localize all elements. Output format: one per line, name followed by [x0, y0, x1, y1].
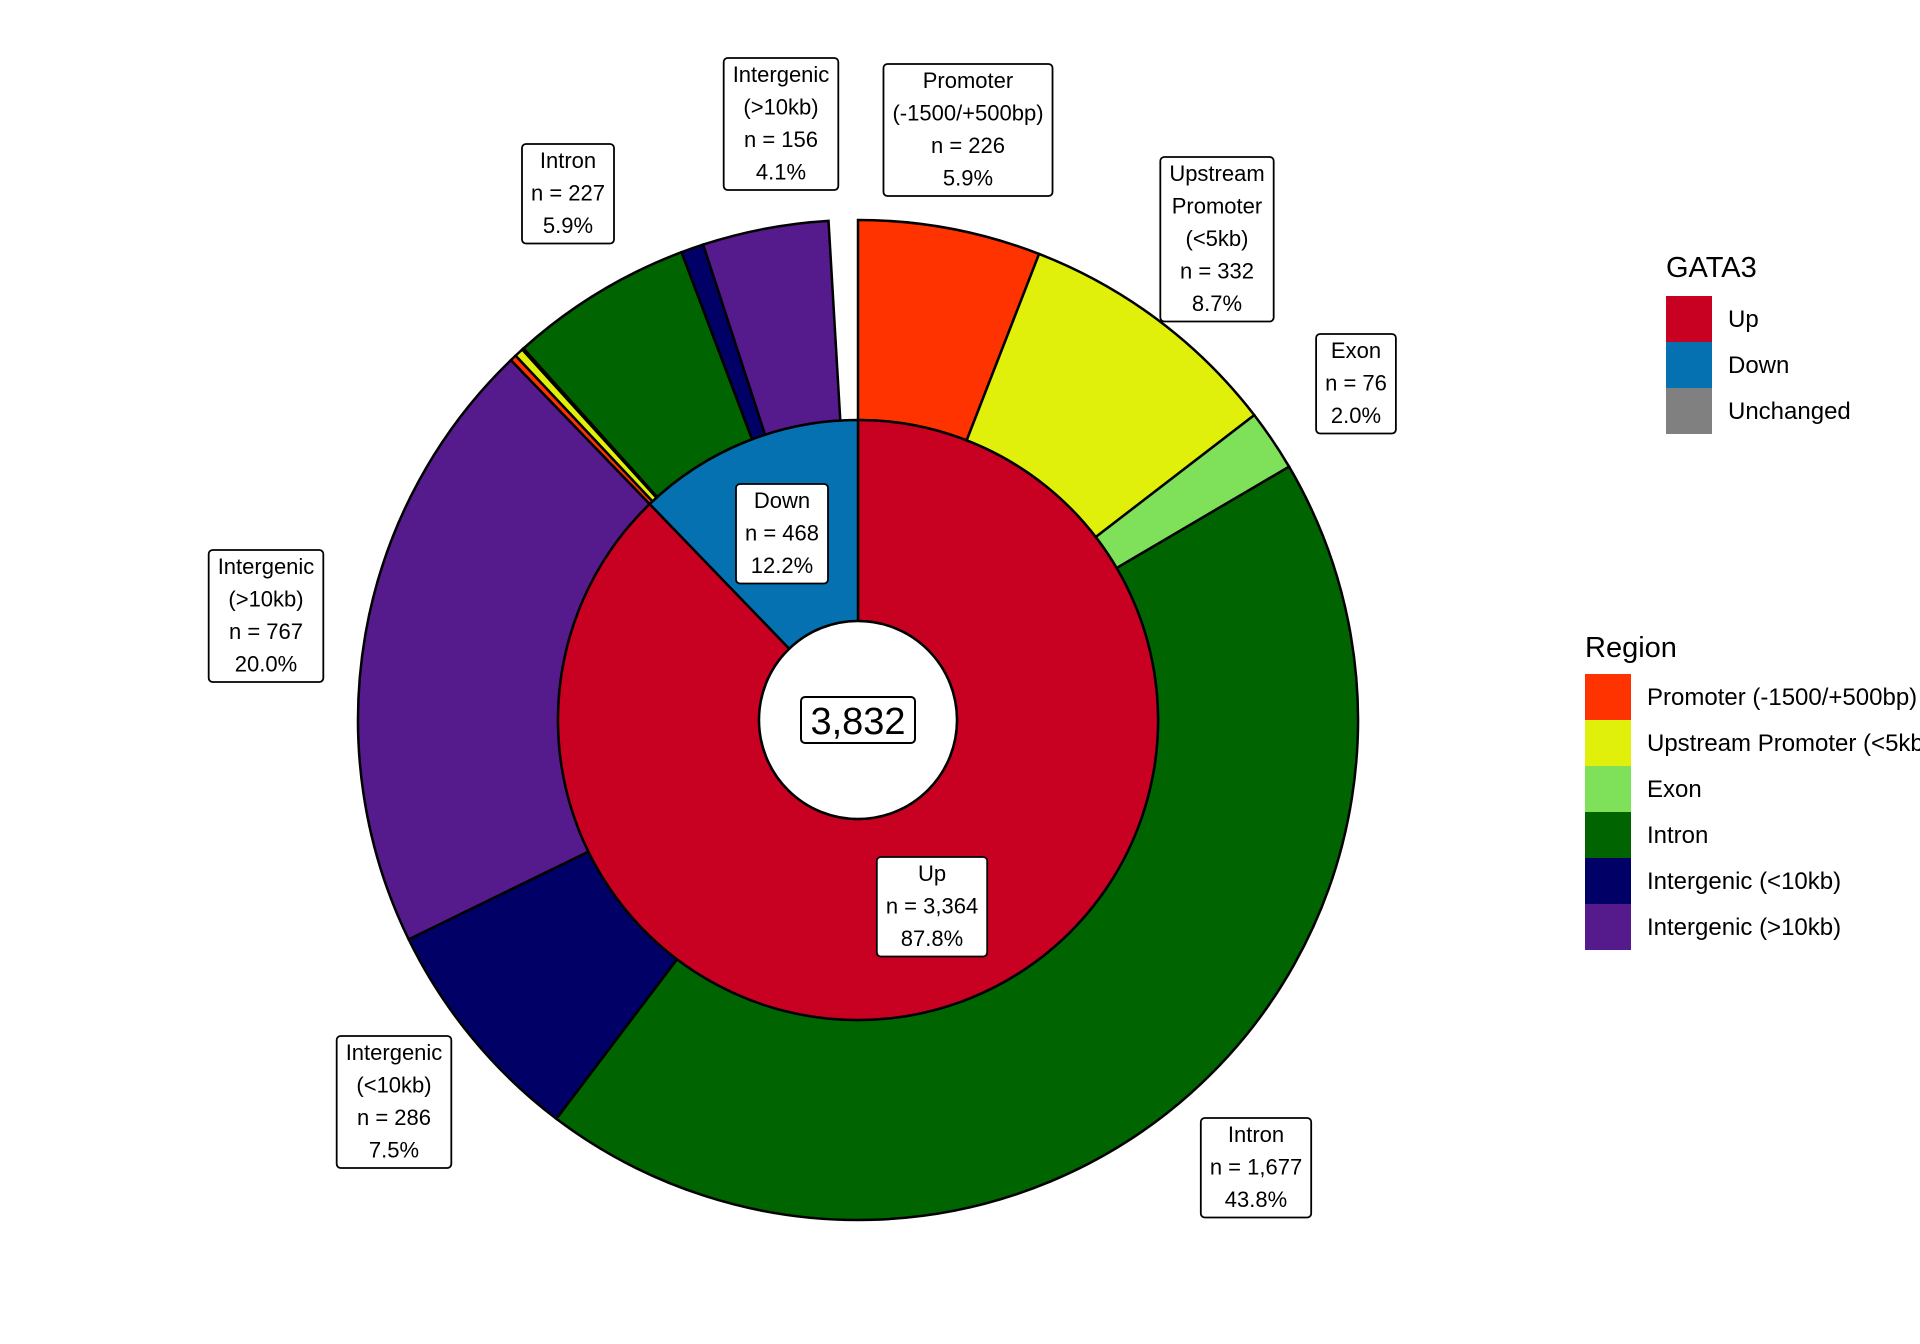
outer-label-up-intergenic-10kb-box	[335, 1035, 453, 1169]
legend-label-up: Up	[1728, 306, 1759, 333]
slice-labels: Up n = 3,364 87.8% Down n = 468 12.2% Promoter…	[207, 57, 1397, 1219]
outer-label-up-intergenic-10kb: Intergenic (>10kb) n = 767 20.0%	[207, 549, 325, 683]
inner-label-down-box	[735, 483, 829, 585]
outer-label-up-upstream-promoter-5kb-line: (<5kb)	[1186, 226, 1249, 251]
outer-label-up-intergenic-10kb-line: Intergenic	[218, 554, 315, 579]
total-label-box	[800, 696, 916, 744]
outer-label-up-upstream-promoter-5kb-line: n = 332	[1180, 259, 1254, 284]
outer-label-down-intergenic-10kb-line: n = 156	[744, 127, 818, 152]
inner-label-up-line: 87.8%	[901, 926, 963, 951]
legend-swatch-upstream-promoter-5kb	[1585, 720, 1631, 766]
total-label: 3,832	[810, 701, 905, 743]
outer-label-up-upstream-promoter-5kb: Upstream Promoter (<5kb) n = 332 8.7%	[1159, 156, 1275, 323]
outer-label-up-exon-line: n = 76	[1325, 371, 1387, 396]
outer-label-down-intron-line: 5.9%	[543, 213, 593, 238]
inner-label-up: Up n = 3,364 87.8%	[875, 856, 989, 958]
outer-label-down-intergenic-10kb-box	[722, 57, 840, 191]
legend-label-intron: Intron	[1647, 822, 1708, 849]
outer-label-up-intergenic-10kb-line: Intergenic	[346, 1040, 443, 1065]
outer-label-up-intron-line: Intron	[1228, 1122, 1284, 1147]
inner-label-down: Down n = 468 12.2%	[735, 483, 829, 585]
legend-label-exon: Exon	[1647, 776, 1702, 803]
outer-label-down-intergenic-10kb-line: (>10kb)	[743, 95, 818, 120]
legend-label-intergenic-10kb: Intergenic (>10kb)	[1647, 914, 1841, 941]
outer-label-up-intergenic-10kb-line: (>10kb)	[228, 587, 303, 612]
legend-swatch-intron	[1585, 812, 1631, 858]
center-hole: 3,832	[757, 619, 959, 821]
outer-label-up-promoter-1500-500bp: Promoter (-1500/+500bp) n = 226 5.9%	[882, 63, 1054, 197]
legend-swatch-unchanged	[1666, 388, 1712, 434]
inner-label-up-box	[875, 856, 989, 958]
outer-label-up-intron: Intron n = 1,677 43.8%	[1199, 1117, 1313, 1219]
outer-label-up-intergenic-10kb-line: n = 767	[229, 619, 303, 644]
outer-label-up-intergenic-10kb: Intergenic (<10kb) n = 286 7.5%	[335, 1035, 453, 1169]
legend-swatch-down	[1666, 342, 1712, 388]
legend-gata3: GATA3 Up Down Unchanged	[1666, 252, 1851, 434]
outer-label-up-exon-box	[1315, 333, 1397, 435]
legend-swatch-promoter-1500-500bp	[1585, 674, 1631, 720]
inner-label-up-line: Up	[918, 861, 946, 886]
outer-label-up-exon-line: 2.0%	[1331, 403, 1381, 428]
outer-label-up-promoter-1500-500bp-box	[882, 63, 1054, 197]
legend-gata3-title: GATA3	[1666, 252, 1757, 284]
outer-label-up-intron-line: n = 1,677	[1210, 1155, 1302, 1180]
outer-label-down-intergenic-10kb: Intergenic (>10kb) n = 156 4.1%	[722, 57, 840, 191]
outer-label-up-exon-line: Exon	[1331, 338, 1381, 363]
legend-label-intergenic-10kb: Intergenic (<10kb)	[1647, 868, 1841, 895]
inner-label-down-line: Down	[754, 488, 810, 513]
outer-label-up-upstream-promoter-5kb-line: Upstream	[1169, 161, 1264, 186]
legend-label-unchanged: Unchanged	[1728, 398, 1851, 425]
outer-label-up-promoter-1500-500bp-line: 5.9%	[943, 166, 993, 191]
outer-label-up-upstream-promoter-5kb-box	[1159, 156, 1275, 323]
outer-label-down-intron-box	[521, 143, 615, 245]
legend-label-down: Down	[1728, 352, 1789, 379]
outer-label-up-promoter-1500-500bp-line: n = 226	[931, 133, 1005, 158]
legend-swatch-exon	[1585, 766, 1631, 812]
outer-label-up-intergenic-10kb-box	[207, 549, 325, 683]
legend-swatch-up	[1666, 296, 1712, 342]
inner-label-down-line: 12.2%	[751, 553, 813, 578]
outer-label-down-intron-line: n = 227	[531, 181, 605, 206]
legend-swatch-intergenic-10kb	[1585, 858, 1631, 904]
outer-label-up-upstream-promoter-5kb-line: 8.7%	[1192, 291, 1242, 316]
outer-label-up-intergenic-10kb-line: 20.0%	[235, 652, 297, 677]
outer-label-down-intron: Intron n = 227 5.9%	[521, 143, 615, 245]
inner-label-down-line: n = 468	[745, 521, 819, 546]
outer-label-up-intergenic-10kb-line: (<10kb)	[356, 1073, 431, 1098]
legend-region: Region Promoter (-1500/+500bp) Upstream P…	[1585, 632, 1920, 950]
legend-label-promoter-1500-500bp: Promoter (-1500/+500bp)	[1647, 684, 1917, 711]
outer-label-up-exon: Exon n = 76 2.0%	[1315, 333, 1397, 435]
outer-label-up-intergenic-10kb-line: n = 286	[357, 1105, 431, 1130]
inner-label-up-line: n = 3,364	[886, 894, 978, 919]
outer-label-down-intergenic-10kb-line: 4.1%	[756, 160, 806, 185]
legend-swatch-intergenic-10kb	[1585, 904, 1631, 950]
legend-label-upstream-promoter-5kb: Upstream Promoter (<5kb)	[1647, 730, 1920, 757]
outer-label-up-promoter-1500-500bp-line: Promoter	[923, 68, 1013, 93]
outer-label-down-intron-line: Intron	[540, 148, 596, 173]
outer-label-up-intergenic-10kb-line: 7.5%	[369, 1138, 419, 1163]
outer-label-up-intron-line: 43.8%	[1225, 1187, 1287, 1212]
outer-label-down-intergenic-10kb-line: Intergenic	[733, 62, 830, 87]
legend-region-title: Region	[1585, 632, 1677, 664]
outer-label-up-intron-box	[1199, 1117, 1313, 1219]
outer-label-up-upstream-promoter-5kb-line: Promoter	[1172, 194, 1262, 219]
outer-label-up-promoter-1500-500bp-line: (-1500/+500bp)	[892, 101, 1043, 126]
